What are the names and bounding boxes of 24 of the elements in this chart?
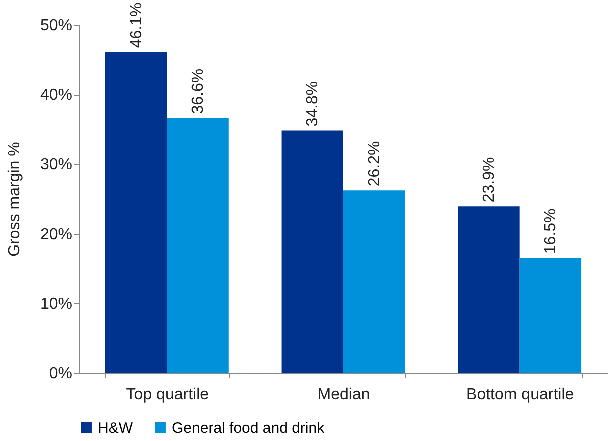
x-tick-label: Bottom quartile bbox=[466, 386, 574, 404]
y-tick-label: 30% bbox=[40, 156, 72, 174]
data-label: 26.2% bbox=[366, 141, 384, 187]
y-tick-label: 20% bbox=[40, 226, 72, 244]
bar bbox=[167, 118, 229, 373]
y-tick-label: 50% bbox=[40, 18, 72, 34]
x-tick-label: Median bbox=[318, 386, 370, 404]
bar bbox=[458, 206, 520, 373]
y-tick-label: 40% bbox=[40, 87, 72, 104]
bar bbox=[344, 190, 406, 373]
legend-label: H&W bbox=[98, 420, 134, 437]
data-label: 34.8% bbox=[304, 81, 322, 127]
bar bbox=[105, 52, 168, 373]
legend-label: General food and drink bbox=[172, 420, 326, 437]
y-tick-label: 10% bbox=[40, 296, 72, 313]
data-label: 46.1% bbox=[128, 2, 146, 48]
data-label: 23.9% bbox=[480, 157, 498, 203]
y-tick-label: 0% bbox=[49, 366, 72, 382]
data-label: 16.5% bbox=[542, 208, 560, 254]
bar bbox=[520, 258, 582, 373]
bar bbox=[282, 130, 344, 373]
data-label: 36.6% bbox=[190, 68, 208, 114]
y-axis-title: Gross margin % bbox=[6, 142, 24, 257]
x-tick-label: Top quartile bbox=[126, 386, 210, 404]
